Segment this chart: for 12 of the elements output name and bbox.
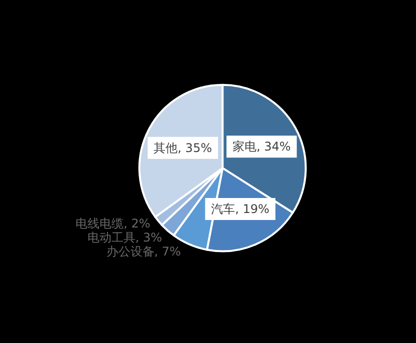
slice-label: 家电 [232, 140, 256, 154]
slice-label: 其他 [154, 140, 178, 155]
data-label: , 2% [124, 216, 150, 231]
slice-label: 电线电缆 [76, 216, 124, 231]
data-label: , 35% [178, 140, 212, 155]
data-label: , 34% [256, 140, 291, 154]
data-label: , 19% [235, 202, 270, 216]
slice-label: 汽车 [211, 202, 236, 216]
data-label: , 3% [135, 230, 162, 245]
data-label: , 7% [154, 244, 181, 259]
slice-label: 办公设备 [106, 244, 154, 259]
slice-label: 电动工具 [87, 230, 136, 245]
